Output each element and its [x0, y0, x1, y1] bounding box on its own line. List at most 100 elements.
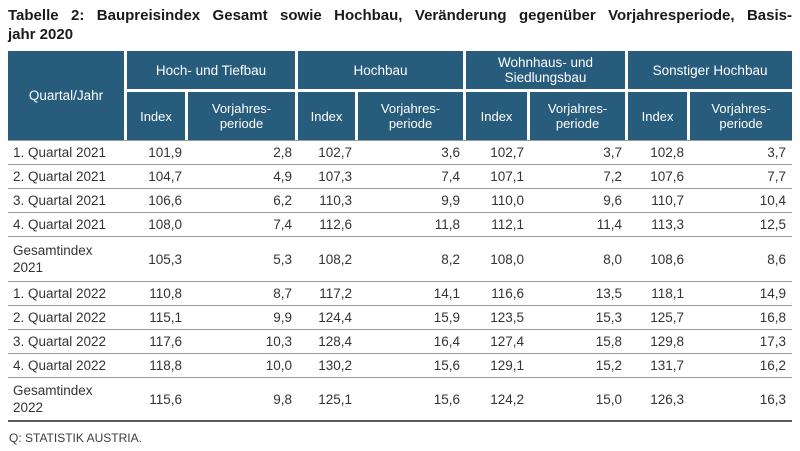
vorjahresperiode-value: 9,6	[530, 188, 629, 212]
index-value: 115,6	[127, 377, 188, 422]
table-title: Tabelle 2: Baupreisindex Gesamt sowie Ho…	[8, 6, 792, 44]
index-value: 110,0	[466, 188, 531, 212]
index-value: 117,6	[127, 329, 188, 353]
column-header-quartal-jahr: Quartal/Jahr	[8, 51, 127, 140]
index-value: 129,8	[628, 329, 691, 353]
index-value: 125,7	[628, 305, 691, 329]
index-value: 116,6	[466, 281, 531, 305]
column-header-vorjahresperiode-1: Vorjahres- periode	[188, 92, 299, 140]
table-row: 1. Quartal 2022 110,8 8,7 117,2 14,1 116,6 13,…	[8, 281, 793, 305]
vorjahresperiode-value: 10,0	[188, 353, 299, 377]
vorjahresperiode-value: 16,2	[690, 353, 793, 377]
row-label: 1. Quartal 2022	[8, 281, 127, 305]
index-value: 115,1	[127, 305, 188, 329]
column-group-sonstiger-hochbau: Sonstiger Hochbau	[628, 51, 793, 93]
row-label: 2. Quartal 2021	[8, 164, 127, 188]
row-label: 3. Quartal 2021	[8, 188, 127, 212]
column-header-vorjahresperiode-3: Vorjahres- periode	[530, 92, 629, 140]
table-row: 2. Quartal 2022 115,1 9,9 124,4 15,9 123,5 15,…	[8, 305, 793, 329]
vorjahresperiode-value: 15,0	[530, 377, 629, 422]
vorjahresperiode-value: 3,7	[690, 140, 793, 164]
row-label: Gesamtindex 2022	[8, 377, 127, 422]
column-header-index-1: Index	[127, 92, 188, 140]
vorjahresperiode-value: 15,6	[358, 377, 467, 422]
vorjahresperiode-value: 15,8	[530, 329, 629, 353]
table-row: Gesamtindex 2021 105,3 5,3 108,2 8,2 108,0 8,0…	[8, 236, 793, 281]
index-value: 108,6	[628, 236, 691, 281]
vorjahresperiode-value: 13,5	[530, 281, 629, 305]
index-value: 131,7	[628, 353, 691, 377]
index-value: 108,0	[127, 212, 188, 236]
vorjahresperiode-value: 3,6	[358, 140, 467, 164]
index-value: 118,1	[628, 281, 691, 305]
index-value: 102,8	[628, 140, 691, 164]
column-group-wohnhaus-und-siedlungsbau: Wohnhaus- und Siedlungsbau	[466, 51, 629, 93]
index-value: 108,0	[466, 236, 531, 281]
vorjahresperiode-value: 16,3	[690, 377, 793, 422]
index-value: 107,3	[298, 164, 359, 188]
index-value: 123,5	[466, 305, 531, 329]
vorjahresperiode-value: 16,4	[358, 329, 467, 353]
index-value: 110,3	[298, 188, 359, 212]
index-value: 117,2	[298, 281, 359, 305]
vorjahresperiode-value: 16,8	[690, 305, 793, 329]
vorjahresperiode-value: 17,3	[690, 329, 793, 353]
index-value: 112,6	[298, 212, 359, 236]
vorjahresperiode-value: 8,0	[530, 236, 629, 281]
row-label: 3. Quartal 2022	[8, 329, 127, 353]
vorjahresperiode-value: 5,3	[188, 236, 299, 281]
index-value: 110,8	[127, 281, 188, 305]
index-value: 125,1	[298, 377, 359, 422]
row-label: Gesamtindex 2021	[8, 236, 127, 281]
index-value: 130,2	[298, 353, 359, 377]
column-header-index-4: Index	[628, 92, 691, 140]
row-label: 4. Quartal 2021	[8, 212, 127, 236]
table-row: 3. Quartal 2022 117,6 10,3 128,4 16,4 127,4 15…	[8, 329, 793, 353]
index-value: 107,1	[466, 164, 531, 188]
column-header-vorjahresperiode-2: Vorjahres- periode	[358, 92, 467, 140]
column-header-index-3: Index	[466, 92, 531, 140]
column-header-index-2: Index	[298, 92, 359, 140]
vorjahresperiode-value: 14,1	[358, 281, 467, 305]
vorjahresperiode-value: 9,9	[358, 188, 467, 212]
index-value: 124,2	[466, 377, 531, 422]
index-value: 105,3	[127, 236, 188, 281]
vorjahresperiode-value: 15,9	[358, 305, 467, 329]
index-value: 112,1	[466, 212, 531, 236]
index-value: 107,6	[628, 164, 691, 188]
vorjahresperiode-value: 7,7	[690, 164, 793, 188]
vorjahresperiode-value: 7,4	[358, 164, 467, 188]
column-header-vorjahresperiode-4: Vorjahres- periode	[690, 92, 793, 140]
index-value: 110,7	[628, 188, 691, 212]
header-group-row: Quartal/Jahr Hoch- und Tiefbau Hochbau W…	[8, 51, 793, 140]
index-value: 113,3	[628, 212, 691, 236]
index-value: 102,7	[298, 140, 359, 164]
row-label: 2. Quartal 2022	[8, 305, 127, 329]
column-group-hochbau: Hochbau	[298, 51, 467, 93]
vorjahresperiode-value: 15,6	[358, 353, 467, 377]
vorjahresperiode-value: 10,3	[188, 329, 299, 353]
vorjahresperiode-value: 11,8	[358, 212, 467, 236]
table-title-line2: jahr 2020	[8, 26, 74, 43]
baupreisindex-table: Quartal/Jahr Hoch- und Tiefbau Hochbau W…	[8, 51, 793, 422]
vorjahresperiode-value: 14,9	[690, 281, 793, 305]
index-value: 127,4	[466, 329, 531, 353]
vorjahresperiode-value: 2,8	[188, 140, 299, 164]
index-value: 106,6	[127, 188, 188, 212]
vorjahresperiode-value: 8,6	[690, 236, 793, 281]
vorjahresperiode-value: 11,4	[530, 212, 629, 236]
vorjahresperiode-value: 12,5	[690, 212, 793, 236]
index-value: 129,1	[466, 353, 531, 377]
vorjahresperiode-value: 15,2	[530, 353, 629, 377]
row-label: 4. Quartal 2022	[8, 353, 127, 377]
column-group-hoch-und-tiefbau: Hoch- und Tiefbau	[127, 51, 299, 93]
index-value: 128,4	[298, 329, 359, 353]
vorjahresperiode-value: 8,7	[188, 281, 299, 305]
vorjahresperiode-value: 9,8	[188, 377, 299, 422]
table-row: 3. Quartal 2021 106,6 6,2 110,3 9,9 110,0 9,6 1…	[8, 188, 793, 212]
index-value: 124,4	[298, 305, 359, 329]
vorjahresperiode-value: 15,3	[530, 305, 629, 329]
table-title-line1: Tabelle 2: Baupreisindex Gesamt sowie Ho…	[8, 7, 792, 24]
index-value: 102,7	[466, 140, 531, 164]
table-row: 2. Quartal 2021 104,7 4,9 107,3 7,4 107,1 7,2 1…	[8, 164, 793, 188]
